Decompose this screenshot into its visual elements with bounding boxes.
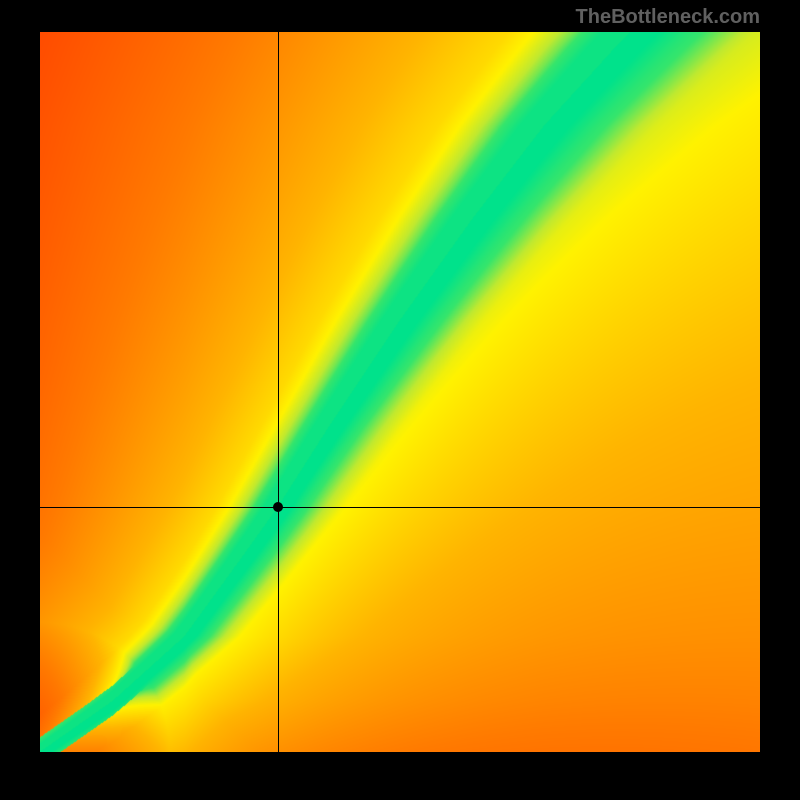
heatmap-plot (40, 32, 760, 752)
crosshair-horizontal (40, 507, 760, 508)
data-point-marker (273, 502, 283, 512)
watermark-text: TheBottleneck.com (576, 6, 760, 29)
heatmap-canvas (40, 32, 760, 752)
crosshair-vertical (278, 32, 279, 752)
